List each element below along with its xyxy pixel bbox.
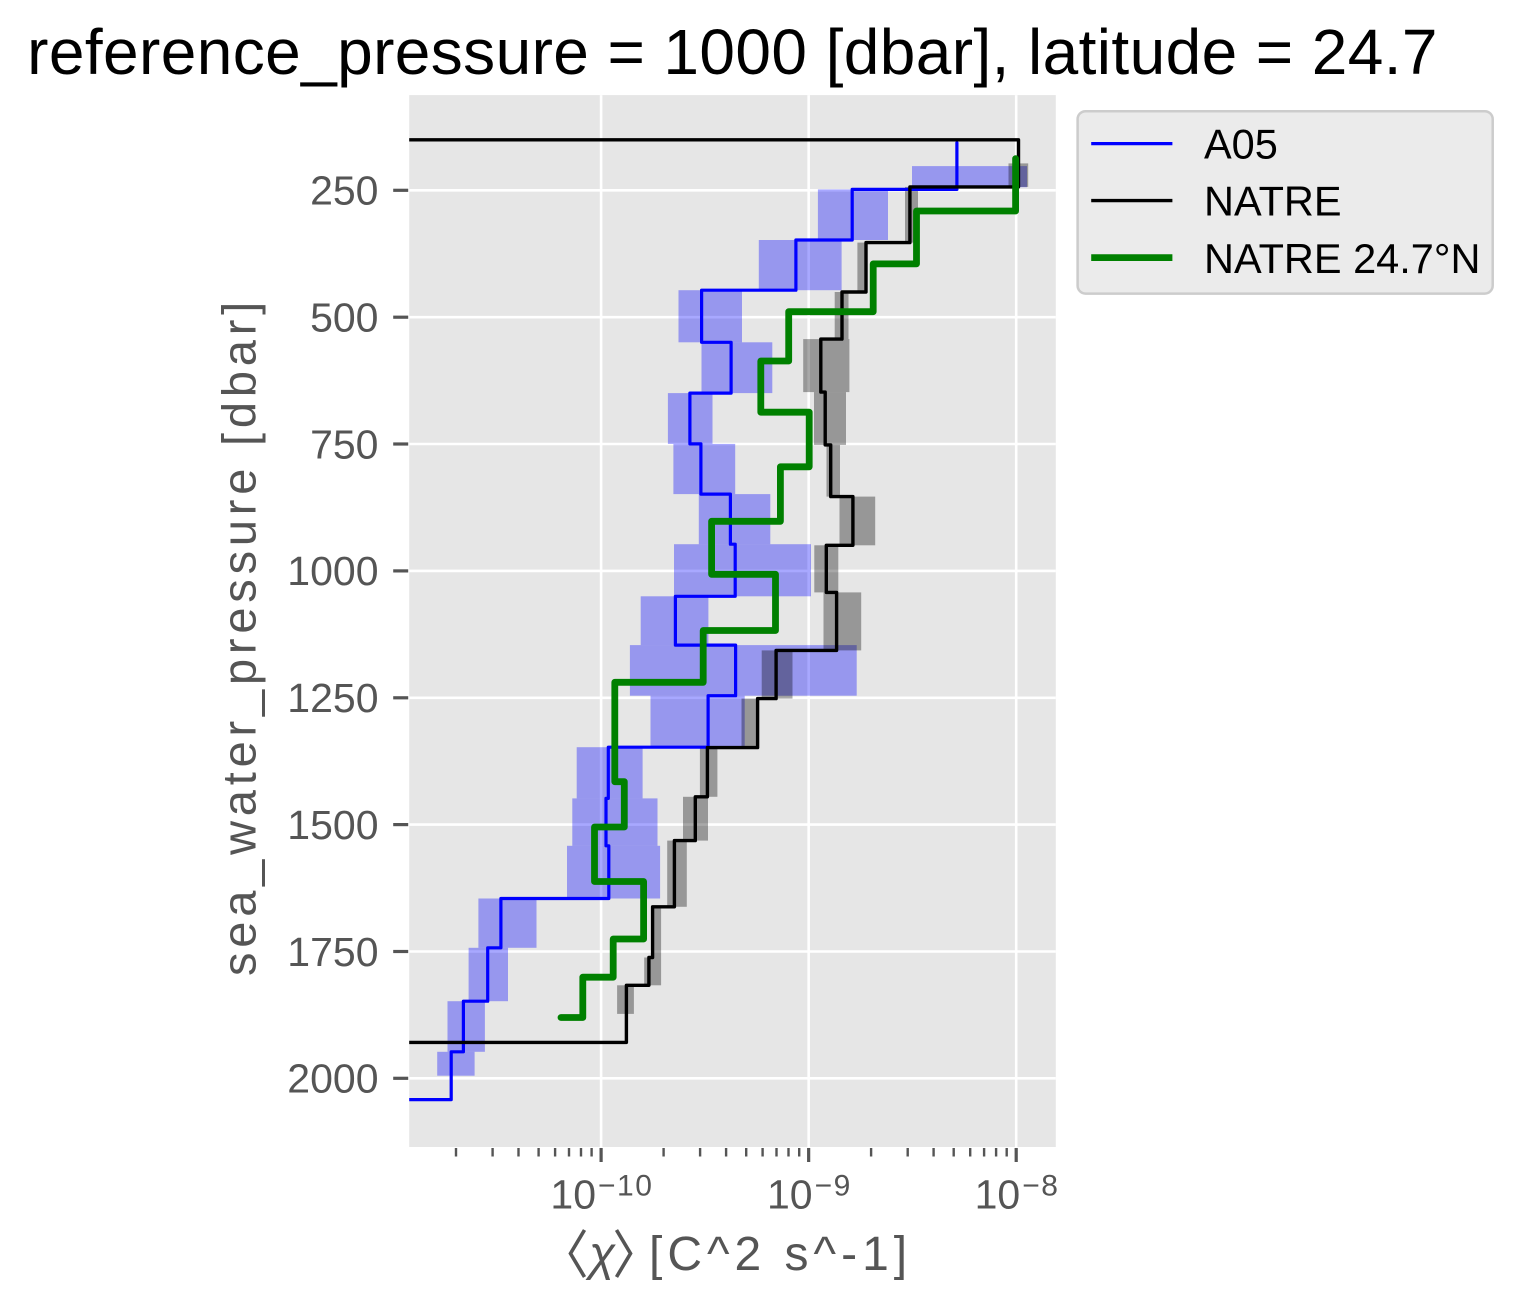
svg-text:250: 250 <box>310 168 378 214</box>
svg-text:NATRE 24.7°N: NATRE 24.7°N <box>1204 235 1480 282</box>
svg-text:2000: 2000 <box>287 1056 378 1102</box>
svg-text:10: 10 <box>767 1172 813 1218</box>
svg-text:10: 10 <box>550 1172 596 1218</box>
svg-text:750: 750 <box>310 421 378 467</box>
svg-text:reference_pressure = 1000 [dba: reference_pressure = 1000 [dbar], latitu… <box>27 16 1438 88</box>
svg-text:1250: 1250 <box>287 675 378 721</box>
svg-text:500: 500 <box>310 295 378 341</box>
svg-text:[C^2 s^-1]: [C^2 s^-1] <box>649 1228 912 1281</box>
svg-text:−9: −9 <box>815 1170 852 1203</box>
svg-text:10: 10 <box>975 1172 1021 1218</box>
svg-text:A05: A05 <box>1204 121 1278 168</box>
svg-text:1750: 1750 <box>287 929 378 975</box>
svg-text:χ: χ <box>585 1228 616 1281</box>
svg-text:1500: 1500 <box>287 802 378 848</box>
svg-text:sea_water_pressure [dbar]: sea_water_pressure [dbar] <box>213 297 266 976</box>
svg-text:−8: −8 <box>1022 1170 1059 1203</box>
svg-text:NATRE: NATRE <box>1204 178 1342 225</box>
svg-text:−10: −10 <box>598 1170 653 1203</box>
svg-text:1000: 1000 <box>287 548 378 594</box>
